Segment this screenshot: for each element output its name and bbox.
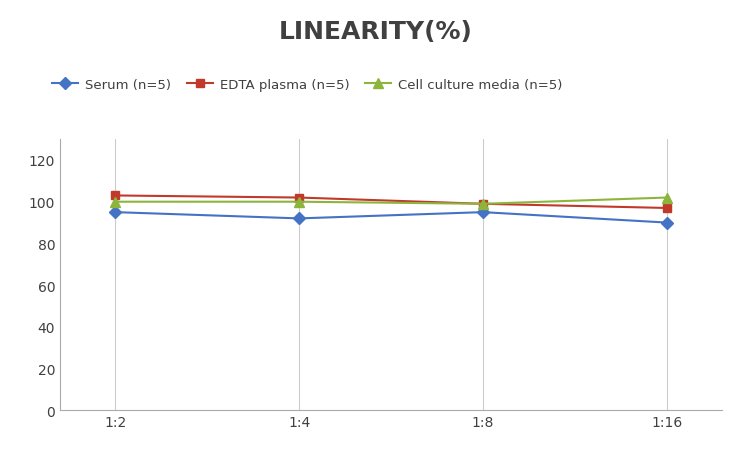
Legend: Serum (n=5), EDTA plasma (n=5), Cell culture media (n=5): Serum (n=5), EDTA plasma (n=5), Cell cul…: [52, 79, 562, 92]
EDTA plasma (n=5): [478, 202, 487, 207]
Serum (n=5): [663, 221, 672, 226]
Cell culture media (n=5): [295, 199, 304, 205]
Line: EDTA plasma (n=5): EDTA plasma (n=5): [111, 192, 671, 213]
Text: LINEARITY(%): LINEARITY(%): [279, 19, 473, 44]
Serum (n=5): [111, 210, 120, 216]
Serum (n=5): [295, 216, 304, 221]
EDTA plasma (n=5): [295, 195, 304, 201]
Serum (n=5): [478, 210, 487, 216]
Line: Serum (n=5): Serum (n=5): [111, 208, 671, 227]
EDTA plasma (n=5): [663, 206, 672, 211]
EDTA plasma (n=5): [111, 193, 120, 199]
Cell culture media (n=5): [478, 202, 487, 207]
Cell culture media (n=5): [663, 195, 672, 201]
Cell culture media (n=5): [111, 199, 120, 205]
Line: Cell culture media (n=5): Cell culture media (n=5): [111, 193, 672, 209]
